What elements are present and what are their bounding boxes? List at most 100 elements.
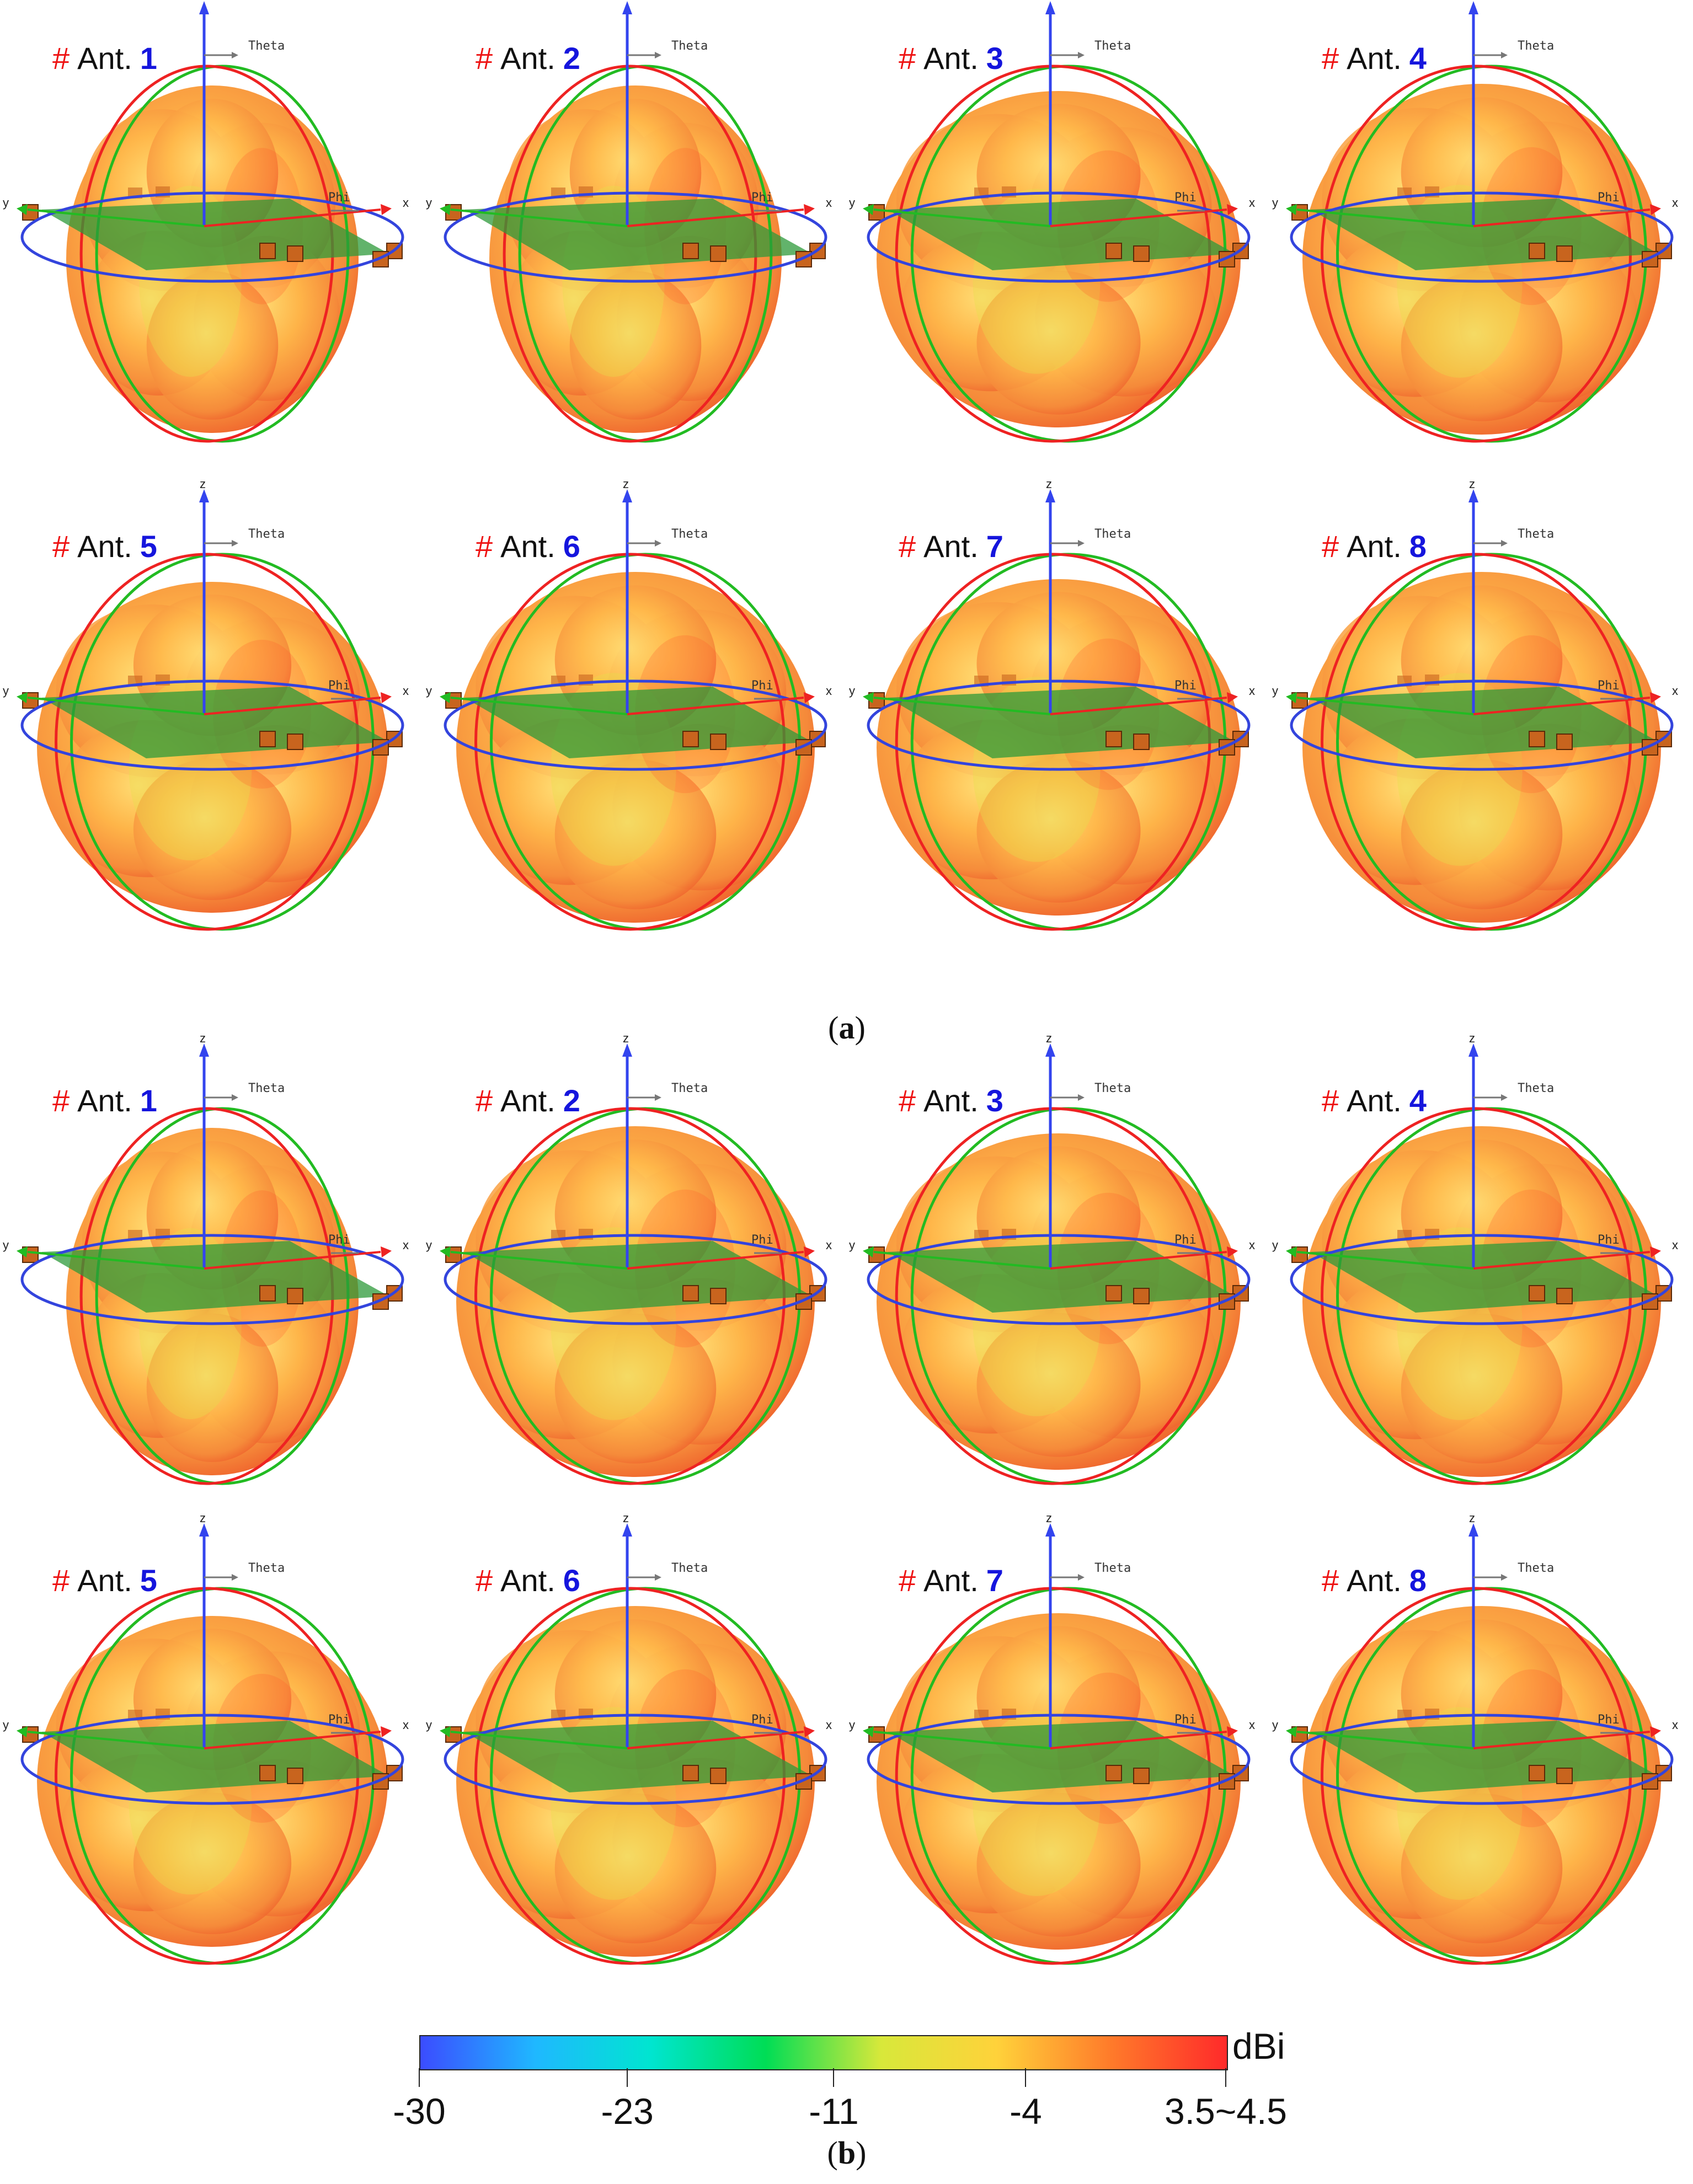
antenna-prefix: Ant. bbox=[1347, 1083, 1402, 1118]
z-axis-arrow bbox=[1468, 1523, 1478, 1537]
antenna-hash: # bbox=[899, 41, 916, 76]
colorbar-tick bbox=[419, 2068, 420, 2087]
antenna-prefix: Ant. bbox=[1347, 41, 1402, 76]
z-axis-label: z bbox=[623, 477, 629, 491]
antenna-prefix: Ant. bbox=[77, 41, 132, 76]
phi-label: Phi bbox=[1174, 191, 1197, 205]
colorbar-tick-label: -23 bbox=[601, 2091, 654, 2132]
z-axis-label: z bbox=[200, 1031, 206, 1045]
antenna-hash: # bbox=[899, 1083, 916, 1118]
antenna-port bbox=[287, 1768, 303, 1784]
z-axis-arrow bbox=[199, 1, 209, 14]
z-axis-label: z bbox=[1469, 1511, 1475, 1525]
antenna-port bbox=[682, 731, 699, 747]
antenna-port bbox=[259, 243, 276, 259]
antenna-port bbox=[287, 1288, 303, 1304]
x-axis-label: x bbox=[826, 1238, 832, 1252]
antenna-number: 6 bbox=[563, 529, 580, 564]
z-axis-label: z bbox=[1046, 1031, 1052, 1045]
x-axis-label: x bbox=[826, 684, 832, 698]
z-axis-arrow bbox=[622, 1523, 632, 1537]
antenna-hash: # bbox=[1322, 1083, 1339, 1118]
pattern-panel-a-2: z Theta Phi x y #Ant.2 bbox=[423, 0, 846, 474]
phi-ring-blue bbox=[1290, 1714, 1674, 1805]
z-axis-label: z bbox=[1046, 1511, 1052, 1525]
antenna-label: # Ant. 3 bbox=[899, 43, 1003, 74]
antenna-number: 3 bbox=[986, 41, 1003, 76]
antenna-port bbox=[710, 734, 727, 750]
antenna-number: 8 bbox=[1409, 529, 1427, 564]
y-axis-label: y bbox=[1272, 684, 1278, 698]
x-axis bbox=[204, 1251, 381, 1270]
y-axis bbox=[873, 208, 1051, 227]
antenna-prefix: Ant. bbox=[500, 529, 556, 564]
phi-ring-blue bbox=[867, 191, 1251, 283]
antenna-prefix: Ant. bbox=[923, 529, 979, 564]
theta-label: Theta bbox=[671, 1561, 708, 1575]
x-axis-label: x bbox=[1249, 1718, 1255, 1732]
x-axis-label: x bbox=[1249, 196, 1255, 210]
pattern-plot-b-3: z Theta Phi x y bbox=[849, 1031, 1255, 1485]
antenna-hash: # bbox=[52, 1563, 70, 1598]
antenna-number: 7 bbox=[986, 529, 1003, 564]
x-axis-label: x bbox=[403, 684, 409, 698]
pattern-panel-b-3: z Theta Phi x y # Ant. 3 bbox=[846, 1031, 1269, 1517]
antenna-port bbox=[682, 243, 699, 259]
antenna-label: # Ant. 5 bbox=[52, 531, 157, 562]
x-axis-label: x bbox=[1249, 1238, 1255, 1252]
phi-ring-blue bbox=[444, 191, 827, 283]
pattern-plot-a-5: z Theta Phi x y bbox=[3, 477, 409, 931]
pattern-plot-b-8: z Theta Phi x y bbox=[1272, 1511, 1678, 1965]
z-axis-label: z bbox=[623, 0, 629, 3]
pattern-panel-b-6: z Theta Phi x y # Ant. 6 bbox=[423, 1511, 846, 1996]
colorbar-tick-label: 3.5~4.5 bbox=[1164, 2091, 1288, 2132]
x-axis bbox=[1050, 697, 1227, 715]
antenna-number: 1 bbox=[140, 1083, 157, 1118]
antenna-label: # Ant. 6 bbox=[476, 531, 580, 562]
pattern-panel-b-1: z Theta Phi x y # Ant. 1 bbox=[0, 1031, 423, 1517]
antenna-number: 1 bbox=[140, 41, 157, 76]
antenna-port bbox=[1556, 245, 1573, 262]
theta-label: Theta bbox=[248, 39, 285, 53]
antenna-hash: # bbox=[899, 1563, 916, 1598]
antenna-port bbox=[1556, 1288, 1573, 1304]
antenna-port bbox=[287, 734, 303, 750]
y-axis-label: y bbox=[3, 684, 9, 698]
antenna-port bbox=[1529, 1765, 1545, 1781]
y-axis bbox=[27, 1731, 205, 1749]
pattern-plot-b-5: z Theta Phi x y bbox=[3, 1511, 409, 1965]
antenna-port bbox=[1105, 243, 1122, 259]
antenna-prefix: Ant. bbox=[77, 1083, 132, 1118]
colorbar-tick-label: -11 bbox=[809, 2091, 859, 2132]
antenna-hash: # bbox=[52, 529, 70, 564]
x-axis-label: x bbox=[1249, 684, 1255, 698]
y-axis-label: y bbox=[3, 1718, 9, 1732]
phi-label: Phi bbox=[328, 1233, 350, 1247]
antenna-label: # Ant. 4 bbox=[1322, 1085, 1427, 1116]
antenna-port bbox=[259, 731, 276, 747]
colorbar-tick-label: -4 bbox=[1010, 2091, 1042, 2132]
z-axis-arrow bbox=[199, 489, 209, 502]
z-axis-label: z bbox=[1469, 0, 1475, 3]
x-axis-label: x bbox=[826, 196, 832, 210]
x-axis-label: x bbox=[826, 1718, 832, 1732]
y-axis bbox=[873, 1731, 1051, 1749]
colorbar-tick bbox=[1225, 2068, 1226, 2087]
x-axis bbox=[1050, 1731, 1227, 1749]
x-axis-label: x bbox=[1672, 1238, 1678, 1252]
z-axis-label: z bbox=[623, 1031, 629, 1045]
pattern-panel-b-2: z Theta Phi x y # Ant. 2 bbox=[423, 1031, 846, 1517]
pattern-panel-a-1: z Theta Phi x y #Ant.1 bbox=[0, 0, 423, 474]
x-axis-label: x bbox=[1672, 1718, 1678, 1732]
antenna-label: # Ant. 6 bbox=[476, 1565, 580, 1596]
antenna-port bbox=[259, 1765, 276, 1781]
y-axis-label: y bbox=[849, 1238, 855, 1252]
pattern-plot-a-1: z Theta Phi x y bbox=[3, 0, 409, 443]
y-axis bbox=[1296, 697, 1474, 715]
antenna-number: 3 bbox=[986, 1083, 1003, 1118]
antenna-prefix: Ant. bbox=[77, 529, 132, 564]
antenna-port bbox=[1133, 1288, 1150, 1304]
theta-label: Theta bbox=[1094, 39, 1131, 53]
y-axis bbox=[873, 697, 1051, 715]
phi-label: Phi bbox=[1598, 679, 1620, 693]
